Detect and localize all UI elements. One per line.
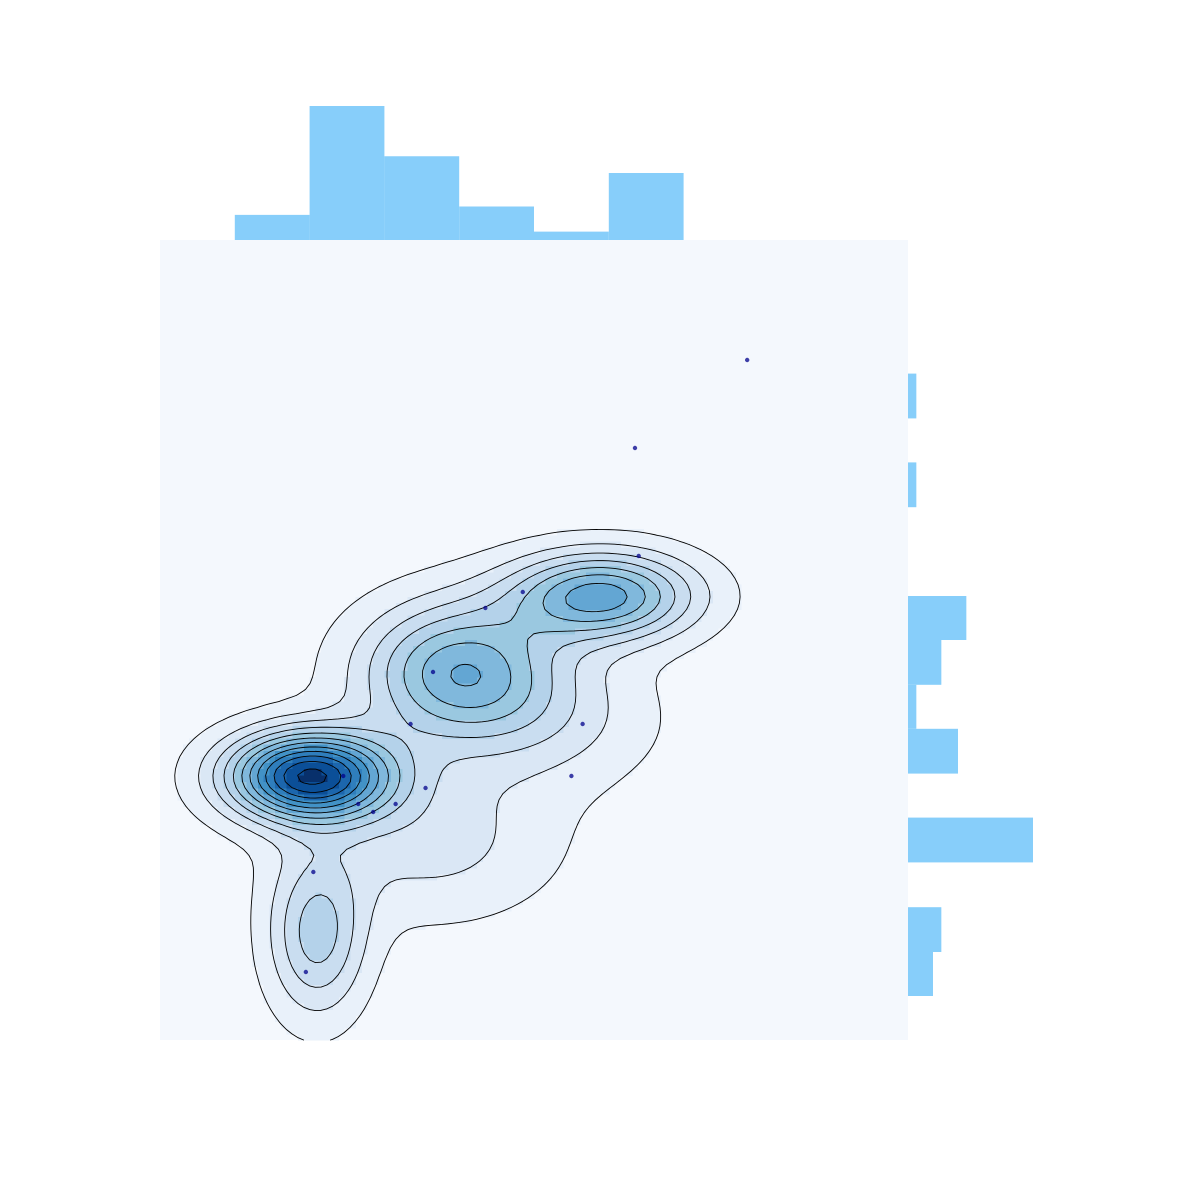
y-hist-bar-1 xyxy=(908,952,933,996)
kde-contour-line-12 xyxy=(297,768,328,785)
scatter-point-5 xyxy=(370,809,376,815)
y-hist-bar-12 xyxy=(908,462,917,508)
scatter-point-14 xyxy=(636,553,641,559)
scatter-point-11 xyxy=(520,589,525,595)
scatter-point-7 xyxy=(423,785,428,791)
y-hist-bar-2 xyxy=(908,907,942,952)
scatter-point-2 xyxy=(303,969,309,975)
y-hist-bar-9 xyxy=(908,596,967,640)
x-hist-bar-2 xyxy=(309,106,385,240)
kde-contour-line-8 xyxy=(257,746,370,809)
y-hist-bar-7 xyxy=(908,684,917,729)
y-hist-bar-14 xyxy=(908,373,917,419)
kde-contour-line-1 xyxy=(174,529,741,1041)
kde-contour-line-10 xyxy=(273,755,352,799)
scatter-point-9 xyxy=(430,669,436,675)
scatter-point-8 xyxy=(408,721,413,727)
kde-fill-band xyxy=(298,769,328,783)
scatter-point-3 xyxy=(341,773,346,779)
x-hist-bar-6 xyxy=(608,173,684,240)
scatter-point-1 xyxy=(311,869,316,875)
kde-contour-line-11 xyxy=(283,761,342,793)
scatter-points xyxy=(303,357,750,975)
x-hist-bar-3 xyxy=(384,156,460,240)
scatter-point-4 xyxy=(356,801,361,807)
kde-fill-level-3 xyxy=(211,553,690,986)
scatter-point-12 xyxy=(580,721,585,727)
scatter-point-15 xyxy=(632,445,638,451)
y-hist-bar-8 xyxy=(908,640,942,685)
x-marginal-histogram xyxy=(234,106,684,240)
kde-fill-level-12 xyxy=(298,769,328,783)
scatter-point-16 xyxy=(744,357,750,363)
kde-contours xyxy=(174,529,742,1041)
kde-contour-line-6 xyxy=(241,574,646,819)
x-hist-bar-5 xyxy=(534,231,609,240)
x-hist-bar-1 xyxy=(234,214,310,240)
kde-fill-band xyxy=(211,553,690,986)
scatter-point-13 xyxy=(569,773,574,779)
y-marginal-histogram xyxy=(908,373,1033,996)
y-hist-bar-6 xyxy=(908,728,958,774)
kde-contour-line-5 xyxy=(232,567,661,825)
kde-contour-line-4 xyxy=(223,560,676,964)
x-hist-bar-4 xyxy=(459,206,534,240)
kde-contour-line-3 xyxy=(212,552,692,988)
scatter-point-10 xyxy=(483,605,488,611)
kde-contour-line-7 xyxy=(249,582,628,814)
scatter-point-6 xyxy=(393,801,398,807)
kde-contour-line-9 xyxy=(265,750,361,804)
y-hist-bar-4 xyxy=(908,817,1033,863)
kde-contour-line-2 xyxy=(198,543,711,1012)
